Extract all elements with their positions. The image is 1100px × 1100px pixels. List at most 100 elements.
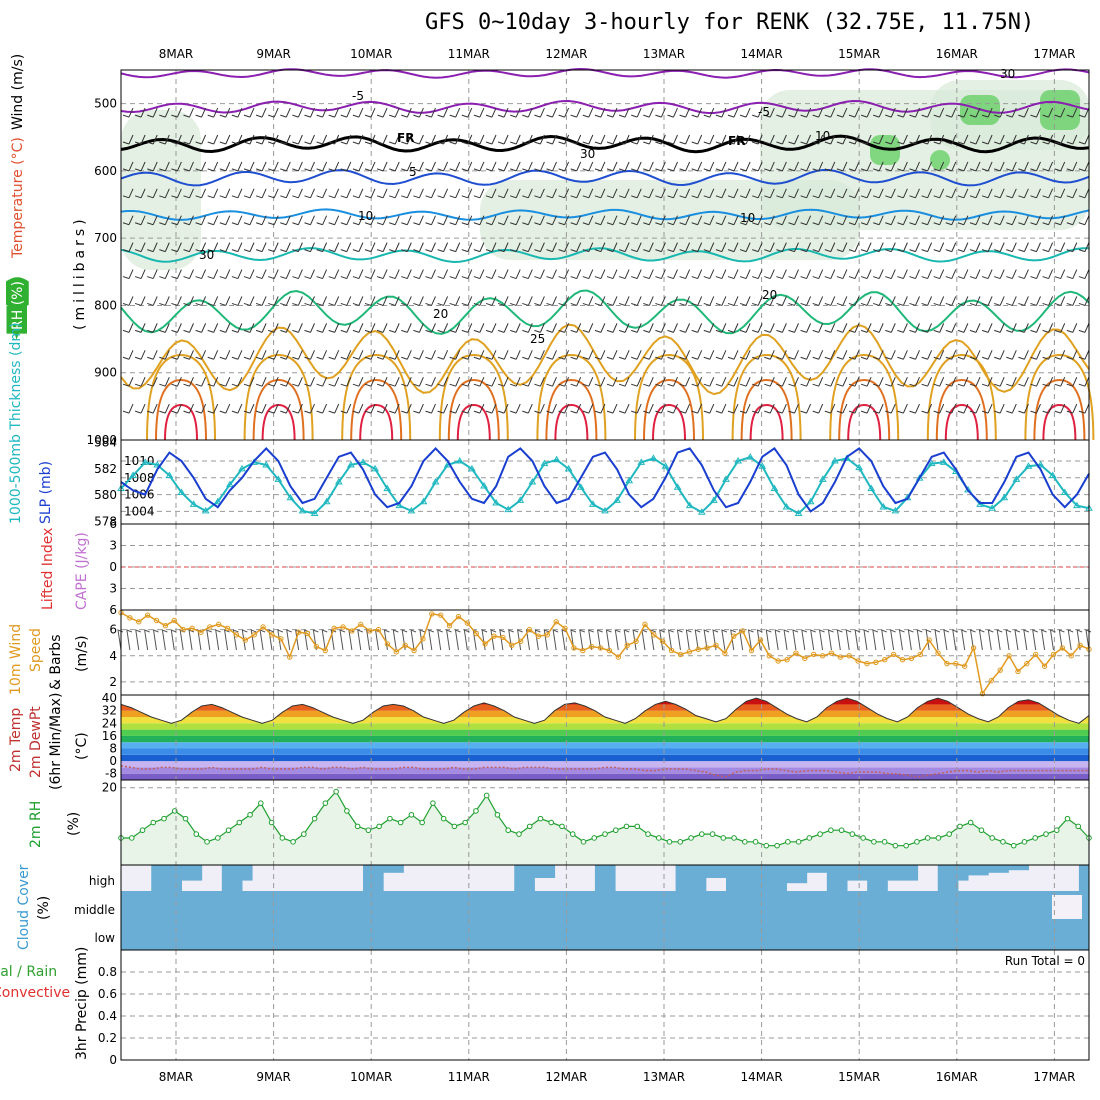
wind-barb (836, 629, 843, 651)
wind-speed-point (349, 628, 355, 634)
wind-barb (810, 629, 816, 651)
temp-tick: -8 (105, 767, 117, 781)
wind-label-1: 10m Wind (8, 624, 24, 695)
wind-barb (376, 376, 388, 387)
wind-barb (473, 215, 485, 226)
wind-speed-point (766, 653, 772, 659)
rh-point (602, 831, 608, 837)
wind-barb (413, 242, 424, 253)
wind-barb (873, 134, 884, 145)
thickness-line-point (879, 502, 888, 510)
wind-barb (473, 350, 485, 360)
wind-barb (1030, 242, 1041, 253)
wind-barb (679, 134, 691, 145)
wind-speed-point (144, 612, 151, 618)
date-label-top: 11MAR (448, 47, 490, 61)
wind-barb (1066, 296, 1078, 306)
wind-barb (522, 242, 533, 253)
slp-tick: 1006 (124, 488, 155, 502)
wind-barb (957, 161, 969, 172)
thickness-line-point (782, 502, 791, 510)
wind-barb (147, 323, 158, 333)
wind-barb (667, 629, 674, 651)
wind-speed-point (171, 617, 177, 624)
wind-barb (183, 215, 194, 226)
wind-barb (1042, 242, 1054, 253)
wind-barb (497, 188, 509, 199)
rh-point (559, 823, 565, 830)
wind-barb (1042, 107, 1054, 118)
wind-barb (546, 350, 557, 360)
wind-barb (159, 215, 170, 226)
wind-barb (605, 629, 612, 651)
wind-barb (1018, 376, 1029, 387)
wind-barb (437, 376, 449, 387)
wind-barb (703, 376, 715, 387)
thickness-line-point (1000, 493, 1009, 501)
rh-point (731, 835, 737, 841)
wind-barb (1006, 161, 1017, 172)
isotherm-loop (359, 403, 394, 441)
wind-barb (449, 215, 461, 226)
wind-barb (752, 350, 763, 360)
wind-barb (195, 376, 207, 387)
wind-barb (134, 376, 146, 387)
wind-barb (945, 242, 957, 253)
wind-barb (897, 296, 908, 306)
wind-barb (280, 134, 291, 145)
wind-barb (147, 350, 158, 360)
wind-barb (243, 269, 255, 280)
wind-barb (873, 323, 884, 333)
isotherm-loop (545, 378, 598, 441)
cloud-high-bar (836, 865, 848, 891)
wind-barb (945, 107, 957, 118)
wind-barb (860, 350, 872, 360)
thickness-line-point (601, 506, 609, 514)
wind-barb (134, 215, 146, 226)
stability-tick: 3 (109, 582, 117, 596)
wind-barb (679, 323, 691, 333)
wind-barb (449, 296, 461, 306)
wind-barb (921, 269, 933, 280)
wind-speed-point (446, 622, 453, 629)
wind-barb (561, 629, 568, 651)
stability-labels-2: CAPE (J/kg) (74, 532, 90, 610)
wind-barb (364, 188, 376, 199)
temp-line (120, 697, 1090, 724)
wind-barb (340, 134, 352, 145)
wind-barb (812, 296, 824, 306)
wind-barb (522, 107, 533, 118)
wind-barb (510, 134, 521, 145)
wind-barb (800, 296, 812, 306)
wind-barb (667, 323, 678, 333)
wind-barb (449, 403, 461, 414)
y-tick: 800 (94, 298, 117, 312)
wind-barb (925, 629, 932, 651)
wind-barb (364, 215, 376, 226)
wind-barb (207, 350, 219, 360)
contour-label: 30 (1000, 67, 1015, 81)
wind-barb (558, 269, 570, 280)
wind-barb (812, 403, 824, 414)
wind-barb (1042, 403, 1054, 414)
rh-point (505, 827, 512, 834)
rh-point (483, 792, 490, 799)
wind-barb (243, 323, 255, 333)
wind-barb (219, 376, 231, 387)
wind-barb (655, 296, 666, 306)
wind-barb (522, 376, 533, 387)
thickness-line-point (383, 484, 392, 492)
wind-barb (981, 296, 993, 306)
wind-barb (727, 134, 739, 145)
wind-barb (171, 350, 182, 360)
wind-barb (643, 296, 654, 306)
wind-barb (219, 107, 231, 118)
wind-barb (389, 215, 400, 226)
wind-barb (461, 188, 473, 199)
wind-barb (147, 242, 158, 253)
wind-barb (316, 323, 328, 333)
cloud-high-bar (221, 865, 233, 891)
wind-barb (909, 376, 920, 387)
wind-barb (389, 134, 400, 145)
